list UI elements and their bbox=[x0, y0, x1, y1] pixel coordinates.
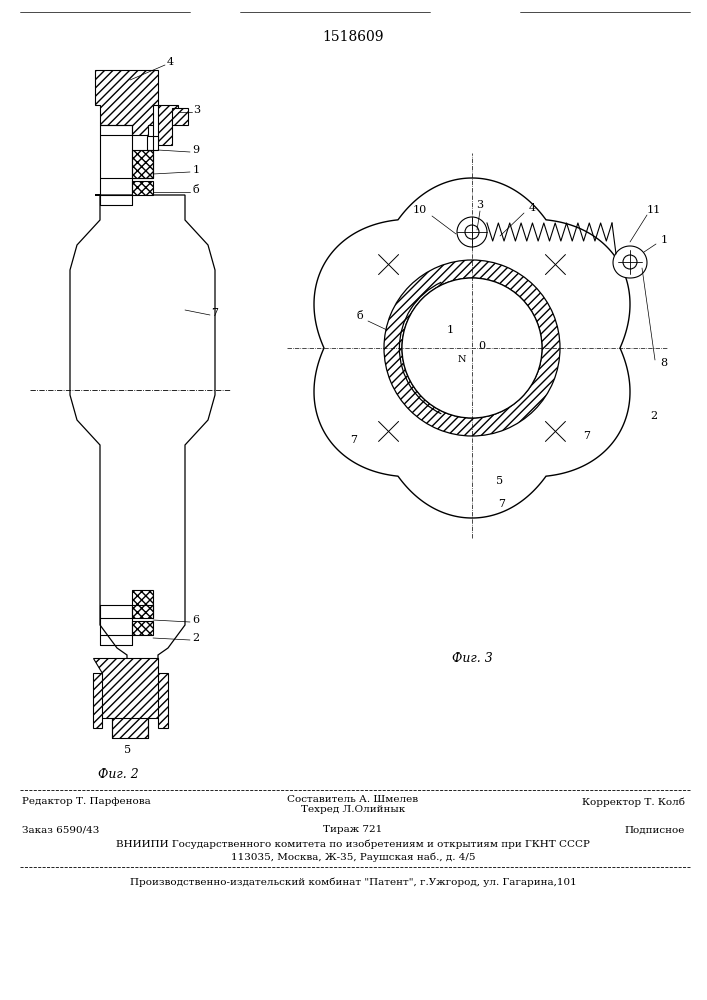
Text: 10: 10 bbox=[413, 205, 427, 215]
Text: 7: 7 bbox=[351, 435, 358, 445]
Text: 4: 4 bbox=[166, 57, 173, 67]
Text: Корректор Т. Колб: Корректор Т. Колб bbox=[582, 797, 685, 807]
Polygon shape bbox=[70, 195, 215, 668]
Text: Тираж 721: Тираж 721 bbox=[323, 826, 382, 834]
Text: 4: 4 bbox=[528, 203, 536, 213]
Text: 113035, Москва, Ж-35, Раушская наб., д. 4/5: 113035, Москва, Ж-35, Раушская наб., д. … bbox=[230, 852, 475, 862]
Text: 1: 1 bbox=[660, 235, 667, 245]
Bar bbox=[147, 136, 158, 150]
Text: 1: 1 bbox=[446, 325, 454, 335]
Text: Производственно-издательский комбинат "Патент", г.Ужгород, ул. Гагарина,101: Производственно-издательский комбинат "П… bbox=[129, 877, 576, 887]
Bar bbox=[132, 621, 153, 635]
Text: ВНИИПИ Государственного комитета по изобретениям и открытиям при ГКНТ СССР: ВНИИПИ Государственного комитета по изоб… bbox=[116, 839, 590, 849]
Text: 3: 3 bbox=[194, 105, 201, 115]
Text: Фиг. 2: Фиг. 2 bbox=[98, 768, 139, 782]
Text: 7: 7 bbox=[498, 499, 506, 509]
Text: N: N bbox=[457, 356, 466, 364]
Text: 3: 3 bbox=[477, 200, 484, 210]
Polygon shape bbox=[95, 70, 158, 135]
Text: 9: 9 bbox=[192, 145, 199, 155]
Polygon shape bbox=[613, 246, 647, 278]
Polygon shape bbox=[158, 105, 178, 145]
Polygon shape bbox=[172, 108, 188, 125]
Text: Подписное: Подписное bbox=[624, 826, 685, 834]
Text: Фиг. 3: Фиг. 3 bbox=[452, 652, 492, 664]
Text: 2: 2 bbox=[650, 411, 658, 421]
Text: 11: 11 bbox=[647, 205, 661, 215]
Text: 1: 1 bbox=[192, 165, 199, 175]
Text: 0: 0 bbox=[479, 341, 486, 351]
Text: 7: 7 bbox=[211, 308, 218, 318]
Text: Техред Л.Олийнык: Техред Л.Олийнык bbox=[301, 806, 405, 814]
Text: 7: 7 bbox=[583, 431, 590, 441]
Circle shape bbox=[402, 278, 542, 418]
Bar bbox=[132, 590, 153, 618]
Text: Заказ 6590/43: Заказ 6590/43 bbox=[22, 826, 100, 834]
Text: Редактор Т. Парфенова: Редактор Т. Парфенова bbox=[22, 798, 151, 806]
Text: б: б bbox=[192, 185, 199, 195]
Text: 1518609: 1518609 bbox=[322, 30, 384, 44]
Circle shape bbox=[457, 217, 487, 247]
Text: 8: 8 bbox=[660, 358, 667, 368]
Polygon shape bbox=[314, 178, 630, 518]
Text: 2: 2 bbox=[192, 633, 199, 643]
Circle shape bbox=[465, 225, 479, 239]
Polygon shape bbox=[93, 658, 168, 738]
Bar bbox=[132, 150, 153, 178]
Text: Составитель А. Шмелев: Составитель А. Шмелев bbox=[288, 794, 419, 804]
Circle shape bbox=[623, 255, 637, 269]
Text: 6: 6 bbox=[192, 615, 199, 625]
Bar bbox=[132, 181, 153, 195]
Text: 5: 5 bbox=[496, 476, 503, 486]
Text: б: б bbox=[356, 311, 363, 321]
Text: 5: 5 bbox=[124, 745, 132, 755]
